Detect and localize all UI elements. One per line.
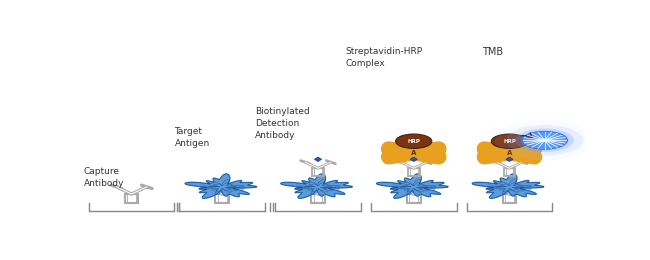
Text: TMB: TMB xyxy=(482,47,503,57)
Text: Capture
Antibody: Capture Antibody xyxy=(84,167,124,188)
Circle shape xyxy=(495,120,595,160)
Circle shape xyxy=(515,128,574,152)
Circle shape xyxy=(522,131,567,149)
Text: Target
Antigen: Target Antigen xyxy=(174,127,210,148)
Polygon shape xyxy=(281,174,352,198)
Polygon shape xyxy=(506,157,513,161)
Polygon shape xyxy=(473,174,544,198)
Text: HRP: HRP xyxy=(408,139,420,144)
Circle shape xyxy=(521,131,569,150)
Polygon shape xyxy=(315,157,322,161)
Circle shape xyxy=(506,125,583,155)
Polygon shape xyxy=(410,157,417,161)
Text: A: A xyxy=(411,150,417,156)
Text: A: A xyxy=(507,150,512,156)
Polygon shape xyxy=(185,174,257,198)
Circle shape xyxy=(491,134,528,148)
Text: Streptavidin-HRP
Complex: Streptavidin-HRP Complex xyxy=(346,47,423,68)
Text: Biotinylated
Detection
Antibody: Biotinylated Detection Antibody xyxy=(255,107,310,140)
Polygon shape xyxy=(376,174,448,198)
Circle shape xyxy=(396,134,432,148)
Text: HRP: HRP xyxy=(503,139,516,144)
Circle shape xyxy=(541,139,549,142)
